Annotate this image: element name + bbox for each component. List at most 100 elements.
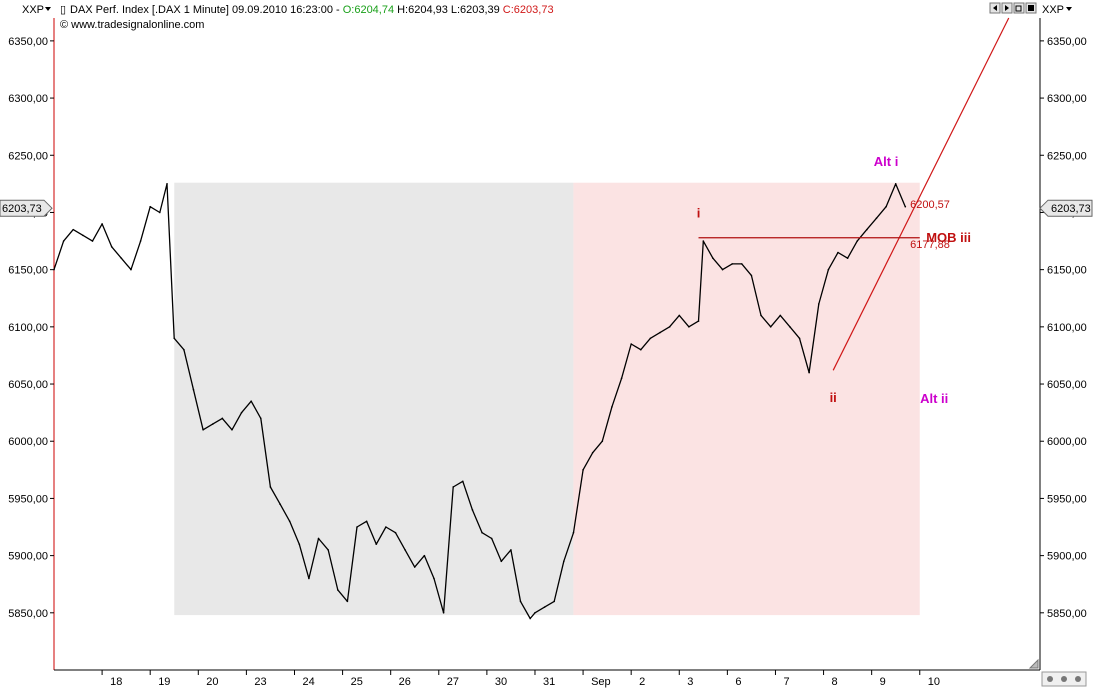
price-point xyxy=(591,451,594,454)
price-point xyxy=(192,388,195,391)
price-point xyxy=(808,371,810,374)
price-point xyxy=(731,263,733,265)
price-point xyxy=(769,326,772,328)
price-point xyxy=(442,612,445,614)
price-point xyxy=(404,549,406,551)
x-tick-label: 2 xyxy=(639,676,645,688)
x-tick-label: 10 xyxy=(928,676,940,688)
price-point xyxy=(649,337,652,340)
y-tick-label-left: 5900,00 xyxy=(8,551,48,563)
price-point xyxy=(173,337,176,340)
x-tick-label: 19 xyxy=(158,676,170,688)
arrow-right-glyph xyxy=(1005,5,1009,11)
price-point xyxy=(72,228,75,231)
y-tick-label-right: 6350,00 xyxy=(1047,36,1087,48)
price-point xyxy=(101,223,103,225)
y-tick-label-right: 6050,00 xyxy=(1047,379,1087,391)
y-tick-label-left: 6100,00 xyxy=(8,322,48,334)
chevron-down-icon[interactable] xyxy=(1066,7,1072,11)
price-point xyxy=(260,417,262,420)
low-value: L:6203,39 xyxy=(451,4,500,16)
price-point xyxy=(385,526,387,528)
y-tick-label-right: 6250,00 xyxy=(1047,150,1087,162)
y-tick-label-left: 6000,00 xyxy=(8,436,48,448)
x-tick-label: Sep xyxy=(591,676,611,688)
y-tick-label-left: 6150,00 xyxy=(8,265,48,277)
price-point xyxy=(553,600,556,603)
price-point xyxy=(856,240,859,242)
price-point xyxy=(789,326,791,328)
pink-zone xyxy=(573,182,920,616)
price-point xyxy=(159,211,161,214)
y-tick-label-right: 6300,00 xyxy=(1047,93,1087,105)
x-tick-label: 25 xyxy=(351,676,363,688)
price-point xyxy=(668,326,671,328)
price-point xyxy=(490,537,493,540)
x-tick-label: 6 xyxy=(735,676,741,688)
arrow-left-glyph xyxy=(993,5,997,11)
y-tick-label-right: 5950,00 xyxy=(1047,493,1087,505)
price-point xyxy=(510,549,512,551)
last-price-label-left: 6203,73 xyxy=(2,203,42,215)
chevron-down-icon[interactable] xyxy=(45,7,51,11)
price-point xyxy=(269,486,272,488)
level-6200-label: 6200,57 xyxy=(910,199,950,211)
scroll-dot-icon[interactable] xyxy=(1061,676,1067,682)
left-menu-label[interactable]: XXP xyxy=(22,4,44,16)
price-point xyxy=(413,566,416,568)
x-tick-label: 20 xyxy=(206,676,218,688)
zones xyxy=(174,182,920,616)
price-point xyxy=(572,531,575,534)
right-menu-label[interactable]: XXP xyxy=(1042,4,1064,16)
x-tick-label: 3 xyxy=(687,676,693,688)
price-point xyxy=(462,480,464,483)
nav-buttons xyxy=(989,2,1037,14)
price-point xyxy=(721,268,724,271)
scrollbar[interactable] xyxy=(1041,671,1087,687)
x-tick-label: 7 xyxy=(783,676,789,688)
resize-grip-icon[interactable] xyxy=(1028,658,1039,669)
price-point xyxy=(394,531,397,534)
price-point xyxy=(471,509,474,511)
price-point xyxy=(211,423,214,425)
zoom-glyph xyxy=(1028,5,1034,11)
y-tick-label-left: 6300,00 xyxy=(8,93,48,105)
close-value: C:6203,73 xyxy=(503,4,554,16)
price-point xyxy=(120,257,123,260)
price-point xyxy=(611,406,613,408)
price-point xyxy=(452,486,455,488)
price-point xyxy=(62,240,65,242)
price-point xyxy=(601,440,604,443)
price-point xyxy=(423,554,426,557)
open-value: O:6204,74 xyxy=(343,4,394,16)
price-point xyxy=(904,205,907,208)
scroll-dot-icon[interactable] xyxy=(1075,676,1081,682)
mob-iii-label: MOB iii xyxy=(926,230,971,245)
window-restore-icon[interactable] xyxy=(1013,2,1025,14)
price-point xyxy=(760,314,762,317)
scroll-dot-icon[interactable] xyxy=(1047,676,1053,682)
price-point xyxy=(582,469,584,471)
header-bar: XXP ▯ DAX Perf. Index [.DAX 1 Minute] 09… xyxy=(22,2,1072,31)
y-tick-label-left: 6350,00 xyxy=(8,36,48,48)
x-tick-label: 9 xyxy=(880,676,886,688)
last-price-label-right: 6203,73 xyxy=(1051,203,1091,215)
price-point xyxy=(678,314,681,317)
price-point xyxy=(563,560,565,563)
price-point xyxy=(365,520,368,523)
price-point xyxy=(481,531,483,534)
price-point xyxy=(183,348,185,351)
high-value: H:6204,93 xyxy=(397,4,448,16)
price-point xyxy=(534,612,536,614)
y-tick-label-right: 5900,00 xyxy=(1047,551,1087,563)
wave-ii-label: ii xyxy=(830,390,837,405)
x-tick-label: 23 xyxy=(254,676,266,688)
price-point xyxy=(91,240,94,242)
price-point xyxy=(298,543,301,545)
last-price-marker-right: 6203,73 xyxy=(1039,199,1093,217)
price-point xyxy=(327,549,329,551)
window-restore-glyph xyxy=(1015,5,1022,12)
price-point xyxy=(639,348,642,351)
